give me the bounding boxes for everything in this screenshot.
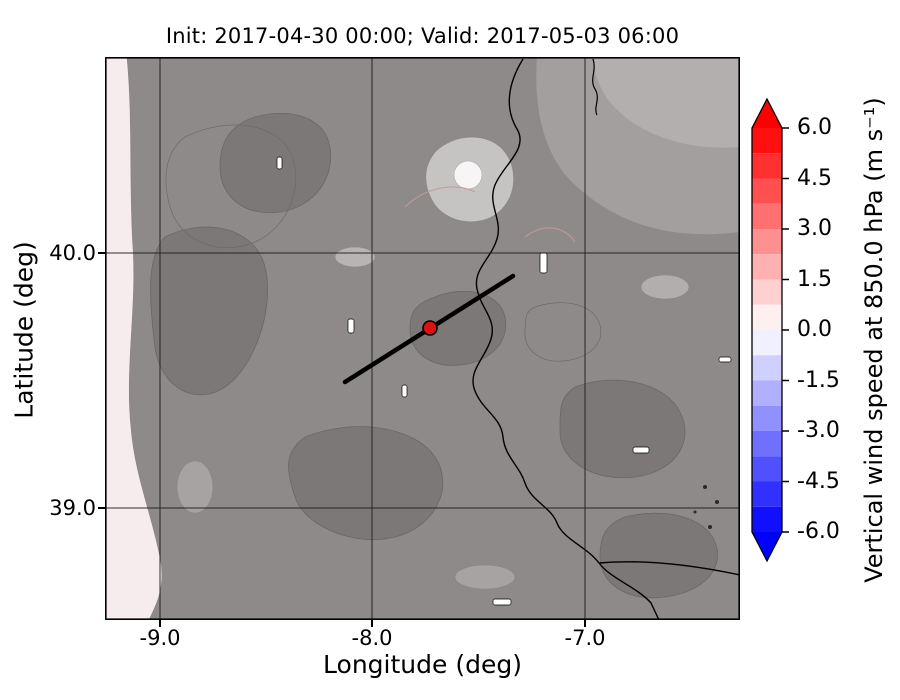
y-tick-mark: [98, 252, 105, 254]
weak-updraft-contours: [404, 186, 576, 243]
colorbar-extend-upper: [752, 99, 782, 128]
colorbar-tick-label: -1.5: [797, 368, 840, 393]
colorbar-gradient: [752, 128, 782, 532]
terrain-contour-lines: [165, 124, 602, 362]
x-tick-mark: [584, 620, 586, 627]
colorbar-tick-label: 0.0: [797, 317, 832, 342]
colorbar-tick-label: -3.0: [797, 418, 840, 443]
colorbar-label: Vertical wind speed at 850.0 hPa (m s⁻¹): [860, 97, 888, 583]
terrain-dark-patches: [150, 112, 718, 599]
y-tick-mark: [98, 507, 105, 509]
graticule-grid: [105, 57, 740, 620]
x-tick-label: -7.0: [564, 626, 606, 650]
location-marker: [422, 320, 438, 336]
colorbar-tick-label: -6.0: [797, 519, 840, 544]
colorbar-tick-label: 1.5: [797, 267, 832, 292]
x-tick-mark: [371, 620, 373, 627]
colorbar-tick-label: 3.0: [797, 216, 832, 241]
plot-title: Init: 2017-04-30 00:00; Valid: 2017-05-0…: [165, 24, 680, 48]
colorbar-extend-lower: [752, 532, 782, 561]
map-plot-area: [104, 56, 741, 621]
colorbar-tick-label: 6.0: [797, 115, 832, 140]
colorbar-tick-label: 4.5: [797, 166, 832, 191]
x-tick-label: -8.0: [351, 626, 393, 650]
river-border-lines: [472, 58, 741, 621]
colorbar-tick-marks: [782, 127, 789, 533]
map-canvas: [104, 56, 741, 621]
colorbar: [751, 98, 789, 563]
dotted-border-specks: [693, 485, 719, 529]
colorbar-tick-label: -4.5: [797, 469, 840, 494]
y-axis-label: Latitude (deg): [9, 241, 39, 419]
y-tick-label: 39.0: [49, 496, 96, 520]
x-tick-mark: [159, 620, 161, 627]
water-bodies: [276, 156, 732, 606]
x-axis-label: Longitude (deg): [323, 650, 522, 679]
y-tick-label: 40.0: [49, 241, 96, 265]
ocean-pale-band: [104, 56, 163, 621]
terrain-light-region: [505, 57, 740, 235]
x-tick-label: -9.0: [139, 626, 181, 650]
axes-frame: [105, 57, 741, 621]
terrain-highland-patches: [176, 136, 690, 590]
